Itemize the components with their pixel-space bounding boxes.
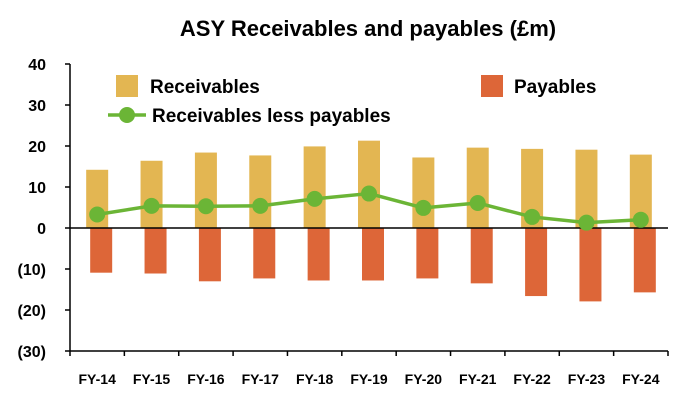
legend-swatch-payables bbox=[481, 75, 503, 97]
receivables-bar-fy-16 bbox=[194, 152, 217, 228]
net-point-fy-15 bbox=[143, 197, 160, 214]
legend-swatch-receivables bbox=[116, 75, 138, 97]
y-tick-label: 40 bbox=[28, 57, 46, 74]
net-line bbox=[89, 185, 649, 231]
net-point-fy-17 bbox=[252, 197, 269, 214]
x-tick-label: FY-23 bbox=[568, 371, 606, 387]
legend-label-payables: Payables bbox=[514, 77, 596, 98]
x-tick-label: FY-20 bbox=[405, 371, 443, 387]
receivables-bar-fy-19 bbox=[358, 140, 380, 228]
net-point-fy-14 bbox=[89, 206, 106, 223]
legend-label-receivables: Receivables bbox=[150, 77, 260, 98]
net-point-fy-21 bbox=[469, 194, 486, 211]
y-tick-label: (10) bbox=[18, 262, 46, 279]
axes: 40 30 20 10 0 (10) (20) (30) FY-14 FY-15 FY-16 FY-1… bbox=[18, 57, 669, 387]
payables-bar-fy-15 bbox=[144, 228, 167, 274]
receivables-bar-fy-23 bbox=[575, 149, 598, 228]
net-point-fy-19 bbox=[361, 185, 377, 202]
net-point-fy-22 bbox=[524, 208, 541, 225]
receivables-bar-fy-18 bbox=[303, 146, 326, 228]
net-point-fy-16 bbox=[197, 198, 214, 215]
receivables-bar-fy-21 bbox=[466, 147, 489, 228]
y-tick-label: 30 bbox=[28, 98, 46, 115]
x-tick-label: FY-24 bbox=[622, 371, 660, 387]
x-tick-label: FY-21 bbox=[459, 371, 497, 387]
x-tick-label: FY-15 bbox=[133, 371, 171, 387]
payables-bar-fy-18 bbox=[307, 228, 330, 281]
x-tick-label: FY-18 bbox=[296, 371, 334, 387]
legend-label-net: Receivables less payables bbox=[152, 106, 391, 127]
payables-bar-fy-23 bbox=[579, 228, 602, 302]
x-tick-label: FY-16 bbox=[187, 371, 225, 387]
payables-bars bbox=[90, 228, 656, 302]
x-tick-label: FY-19 bbox=[350, 371, 388, 387]
payables-bar-fy-21 bbox=[470, 228, 493, 284]
payables-bar-fy-20 bbox=[416, 228, 439, 279]
y-tick-label: (30) bbox=[18, 344, 46, 361]
y-tick-label: 0 bbox=[37, 221, 46, 238]
net-point-fy-20 bbox=[415, 199, 432, 216]
y-tick-label: 10 bbox=[28, 180, 46, 197]
receivables-bar-fy-17 bbox=[249, 155, 272, 228]
receivables-bar-fy-20 bbox=[412, 157, 435, 228]
x-tick-label: FY-14 bbox=[79, 371, 117, 387]
legend: Receivables Payables Receivables less paya… bbox=[108, 75, 596, 127]
receivables-bar-fy-22 bbox=[521, 148, 544, 228]
receivables-bar-fy-15 bbox=[140, 160, 163, 228]
payables-bar-fy-14 bbox=[90, 228, 113, 273]
net-point-fy-24 bbox=[632, 211, 649, 228]
payables-bar-fy-19 bbox=[362, 228, 384, 281]
chart-title: ASY Receivables and payables (£m) bbox=[180, 16, 556, 41]
x-tick-label: FY-22 bbox=[513, 371, 551, 387]
legend-marker-net bbox=[119, 107, 135, 123]
receivables-bars bbox=[86, 140, 652, 228]
x-tick-label: FY-17 bbox=[242, 371, 280, 387]
payables-bar-fy-22 bbox=[525, 228, 548, 297]
payables-bar-fy-16 bbox=[198, 228, 221, 282]
y-tick-label: (20) bbox=[18, 303, 46, 320]
payables-bar-fy-24 bbox=[633, 228, 656, 293]
y-tick-label: 20 bbox=[28, 139, 46, 156]
payables-bar-fy-17 bbox=[253, 228, 276, 279]
receivables-bar-fy-24 bbox=[629, 154, 652, 228]
net-point-fy-23 bbox=[578, 214, 595, 231]
net-point-fy-18 bbox=[306, 190, 323, 207]
